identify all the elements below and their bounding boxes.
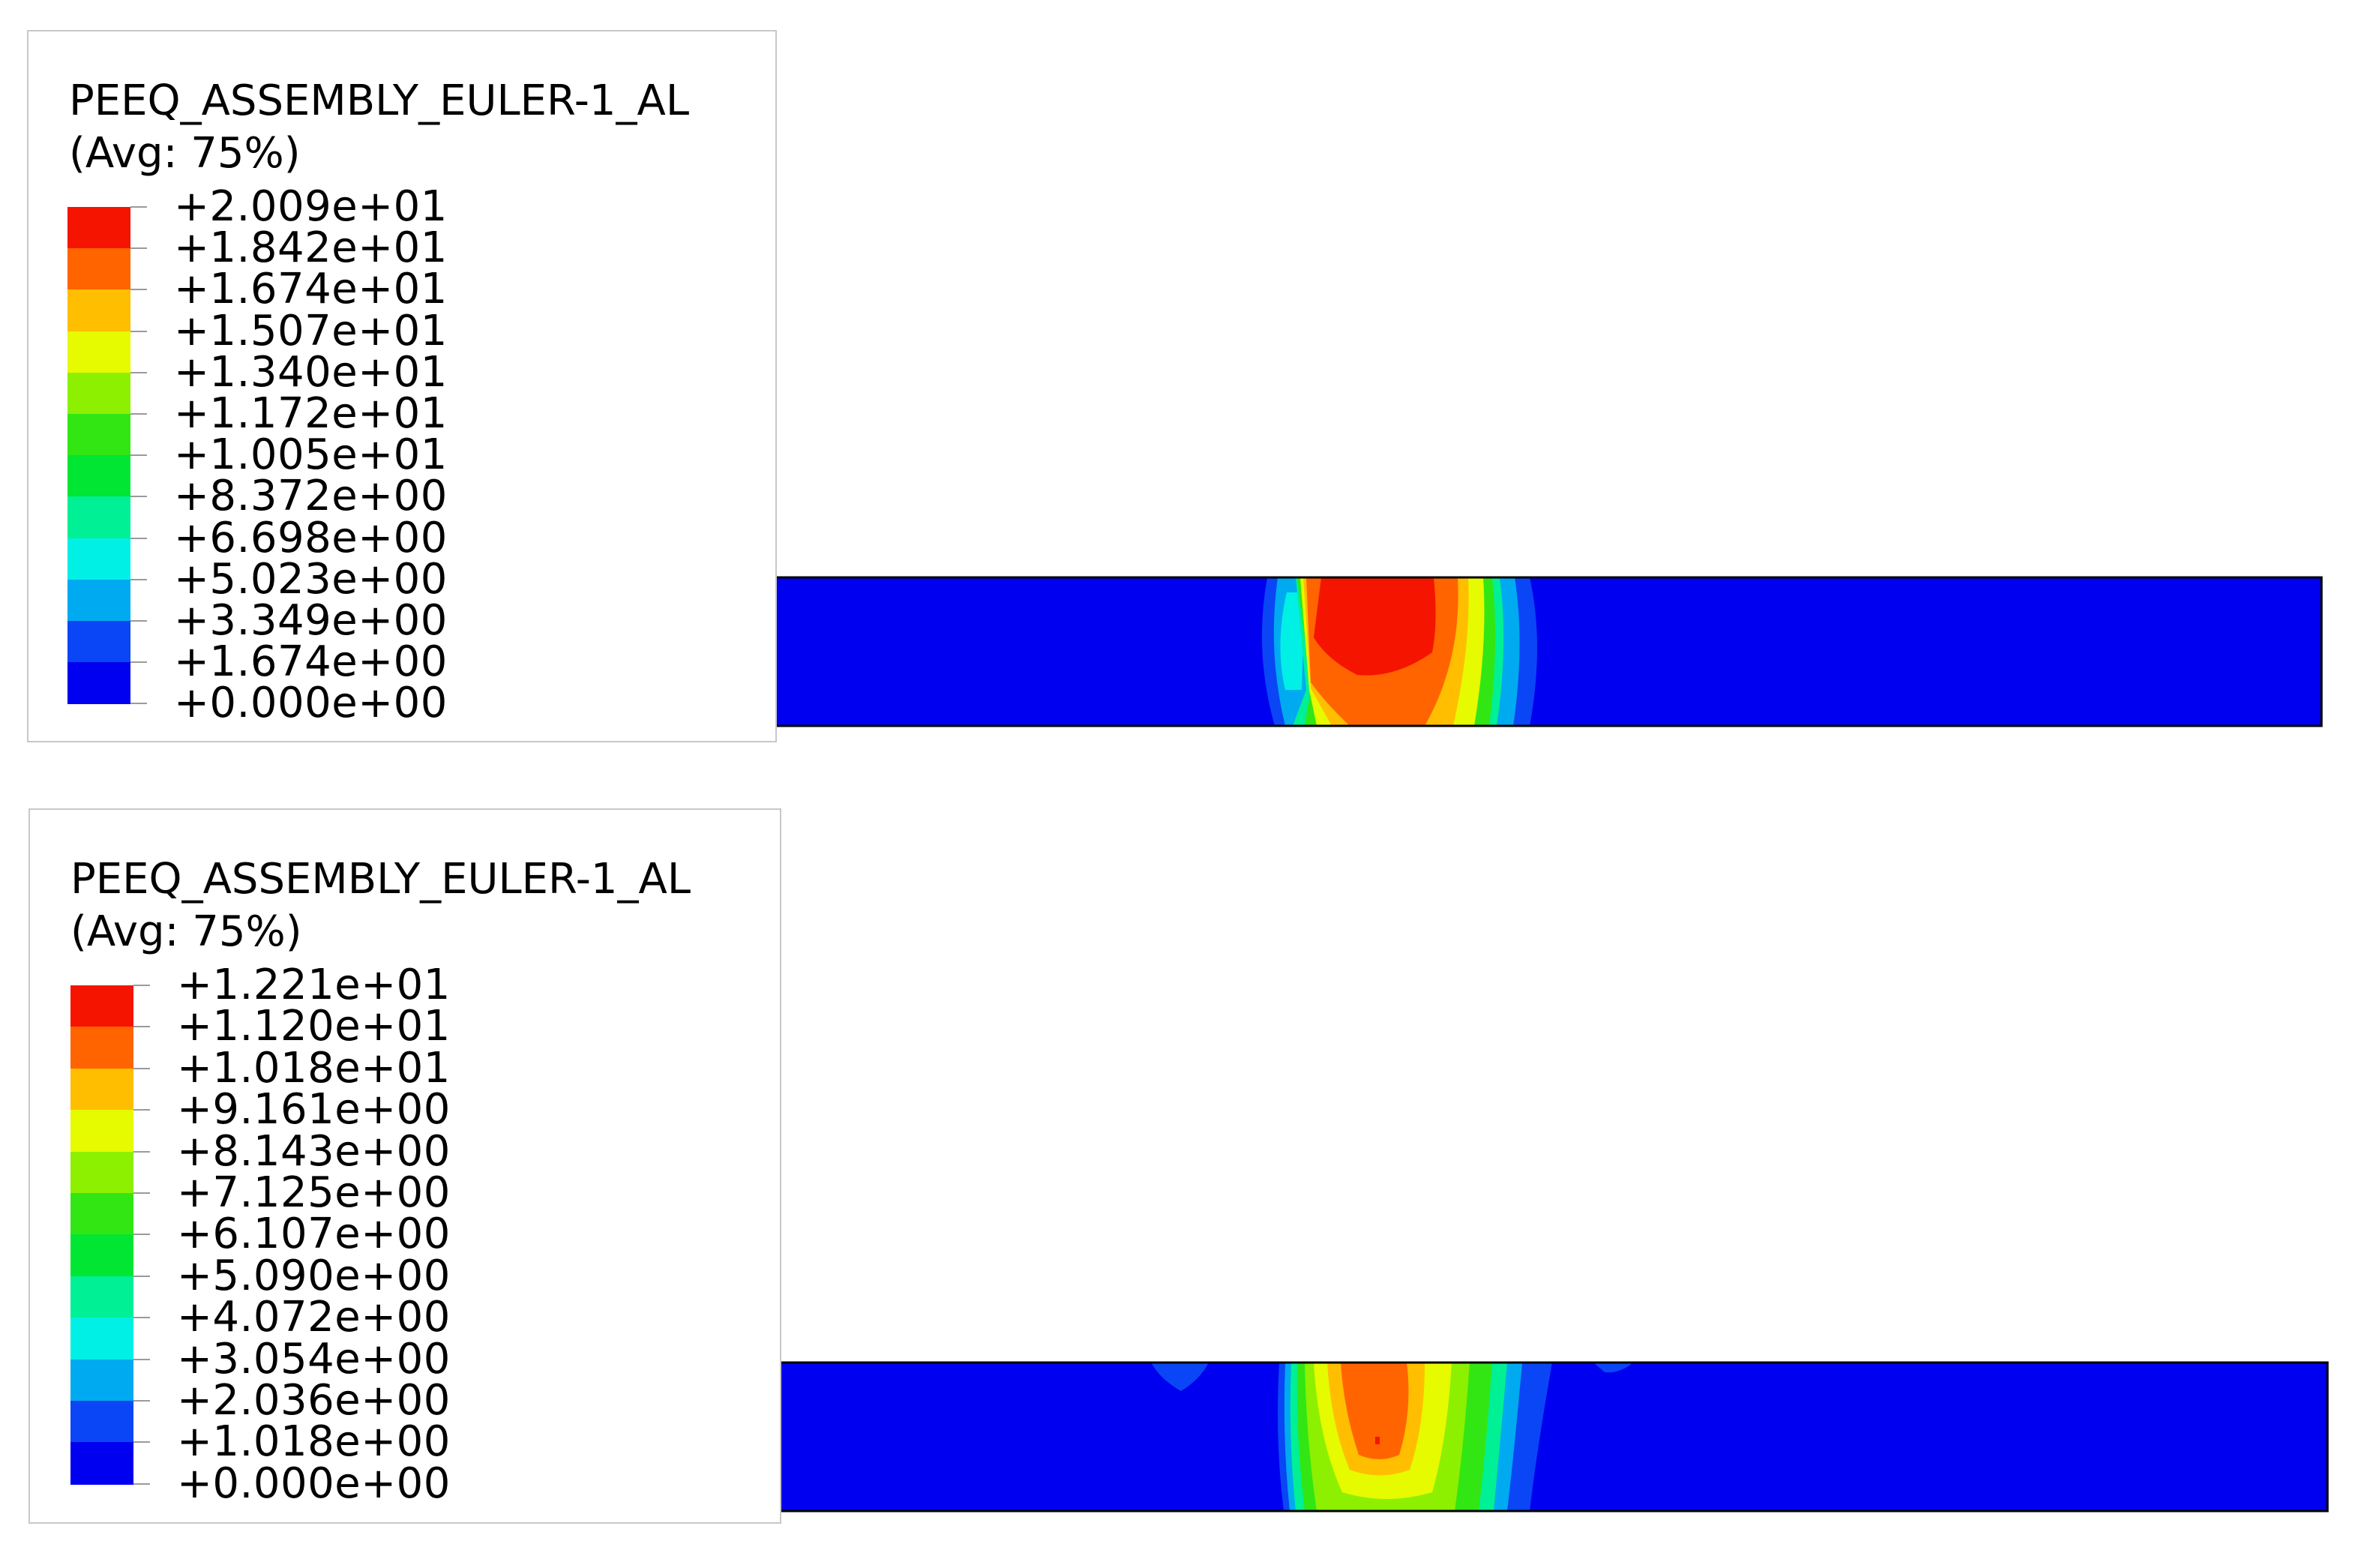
legend-swatch	[70, 1027, 133, 1069]
legend-tick	[130, 620, 147, 622]
legend-value-label: +2.036e+00	[177, 1376, 451, 1425]
contour-band	[1151, 1363, 1209, 1391]
legend-value-label: +0.000e+00	[177, 1459, 451, 1508]
legend-value-label: +1.018e+01	[177, 1043, 451, 1093]
legend-title: PEEQ_ASSEMBLY_EULER-1_AL	[70, 855, 691, 904]
legend-panel-top: PEEQ_ASSEMBLY_EULER-1_AL (Avg: 75%) +2.0…	[27, 30, 777, 742]
legend-tick	[133, 1067, 150, 1069]
legend-value-label: +5.023e+00	[174, 554, 448, 604]
legend-tick	[133, 1483, 150, 1485]
legend-tick	[130, 496, 147, 498]
legend-swatch	[70, 1401, 133, 1444]
legend-swatch	[67, 372, 130, 415]
legend-swatch	[67, 331, 130, 373]
legend-swatch	[70, 1276, 133, 1319]
legend-swatch	[70, 1193, 133, 1236]
legend-swatch	[67, 455, 130, 498]
legend-tick	[130, 371, 147, 373]
contour-peak	[1375, 1437, 1380, 1444]
legend-subtitle: (Avg: 75%)	[69, 129, 301, 178]
legend-tick	[130, 206, 147, 208]
contour-band	[1280, 592, 1305, 690]
legend-tick	[130, 661, 147, 664]
legend-tick	[130, 247, 147, 250]
legend-tick	[133, 985, 150, 986]
legend-value-label: +1.120e+01	[177, 1002, 451, 1051]
legend-swatch	[67, 496, 130, 539]
legend-tick	[133, 1234, 150, 1236]
legend-swatch	[67, 621, 130, 664]
contour-band	[1593, 1363, 1633, 1373]
legend-tick	[130, 330, 147, 332]
legend-value-label: +8.372e+00	[174, 472, 448, 521]
legend-value-label: +6.107e+00	[177, 1210, 451, 1259]
legend-value-label: +7.125e+00	[177, 1168, 451, 1217]
legend-value-label: +1.674e+01	[174, 265, 448, 314]
legend-value-label: +4.072e+00	[177, 1293, 451, 1342]
legend-swatch	[67, 579, 130, 622]
legend-panel-bottom: PEEQ_ASSEMBLY_EULER-1_AL (Avg: 75%) +1.2…	[28, 808, 781, 1524]
legend-swatch	[67, 662, 130, 705]
legend-swatch	[67, 414, 130, 457]
legend-swatch	[70, 1359, 133, 1402]
legend-swatch	[70, 1442, 133, 1485]
legend-value-label: +9.161e+00	[177, 1085, 451, 1135]
legend-value-label: +1.340e+01	[174, 347, 448, 397]
legend-swatch	[70, 985, 133, 1028]
legend-tick	[130, 537, 147, 539]
contour-band	[1314, 577, 1436, 676]
legend-tick	[130, 413, 147, 415]
legend-value-label: +1.221e+01	[177, 961, 451, 1009]
legend-swatch	[67, 538, 130, 580]
legend-title: PEEQ_ASSEMBLY_EULER-1_AL	[69, 76, 690, 125]
legend-tick	[133, 1109, 150, 1111]
legend-value-label: +5.090e+00	[177, 1251, 451, 1300]
legend-value-label: +1.507e+01	[174, 306, 448, 355]
legend-subtitle: (Avg: 75%)	[70, 907, 302, 956]
contour-band	[1341, 1363, 1409, 1459]
legend-tick	[133, 1358, 150, 1360]
legend-value-label: +1.018e+00	[177, 1417, 451, 1467]
legend-swatch	[70, 1110, 133, 1153]
legend-swatch	[70, 1318, 133, 1360]
contour-plot-top	[451, 576, 2323, 727]
legend-swatch	[70, 1151, 133, 1194]
legend-tick	[133, 1026, 150, 1028]
legend-value-label: +1.005e+01	[174, 430, 448, 480]
legend-value-label: +6.698e+00	[174, 513, 448, 562]
legend-value-label: +0.000e+00	[174, 679, 448, 728]
legend-tick	[130, 703, 147, 705]
legend-value-label: +3.349e+00	[174, 596, 448, 645]
legend-value-label: +1.172e+01	[174, 389, 448, 438]
legend-swatch	[70, 1234, 133, 1277]
legend-swatch	[67, 248, 130, 291]
legend-swatch	[67, 289, 130, 332]
legend-value-label: +2.009e+01	[174, 182, 448, 231]
legend-swatch	[70, 1068, 133, 1111]
legend-tick	[130, 289, 147, 291]
legend-tick	[130, 454, 147, 457]
legend-tick	[133, 1275, 150, 1277]
legend-tick	[130, 578, 147, 580]
legend-tick	[133, 1150, 150, 1153]
legend-tick	[133, 1441, 150, 1444]
legend-tick	[133, 1317, 150, 1319]
legend-value-label: +1.842e+01	[174, 223, 448, 273]
legend-tick	[133, 1400, 150, 1402]
legend-value-label: +3.054e+00	[177, 1334, 451, 1384]
legend-value-label: +8.143e+00	[177, 1126, 451, 1176]
legend-swatch	[67, 207, 130, 250]
legend-value-label: +1.674e+00	[174, 637, 448, 687]
legend-tick	[133, 1192, 150, 1194]
